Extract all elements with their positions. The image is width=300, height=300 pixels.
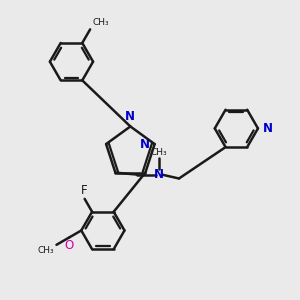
Text: N: N — [140, 138, 150, 151]
Text: CH₃: CH₃ — [92, 18, 109, 27]
Text: O: O — [65, 239, 74, 252]
Text: CH₃: CH₃ — [38, 246, 55, 255]
Text: CH₃: CH₃ — [150, 148, 167, 157]
Text: N: N — [154, 168, 164, 181]
Text: N: N — [125, 110, 135, 122]
Text: F: F — [81, 184, 88, 197]
Text: N: N — [263, 122, 273, 135]
